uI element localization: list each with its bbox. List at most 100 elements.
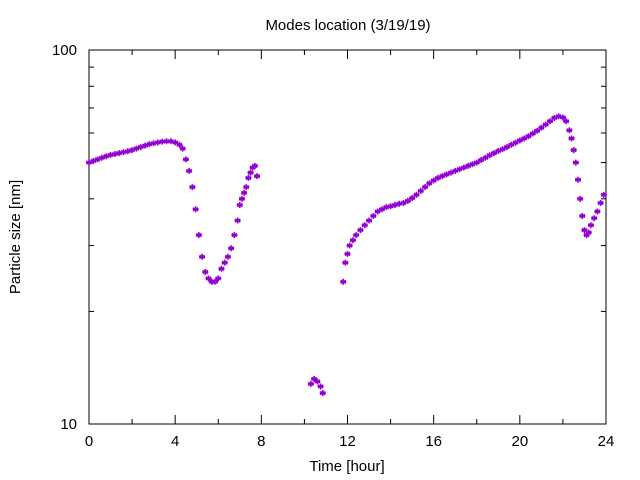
x-tick-label: 8 xyxy=(257,433,265,450)
data-point xyxy=(317,383,324,390)
data-point xyxy=(566,127,573,134)
data-point xyxy=(404,197,411,204)
data-point xyxy=(311,375,318,382)
data-point xyxy=(124,148,131,155)
data-point xyxy=(236,202,243,209)
data-point xyxy=(107,151,114,158)
data-point xyxy=(120,149,127,156)
plot-frame xyxy=(88,49,607,425)
tick-labels: 0 4 8 12 16 20 24 10 100 xyxy=(52,42,614,450)
data-point xyxy=(167,138,174,145)
data-point xyxy=(587,222,594,229)
data-point xyxy=(172,139,179,146)
data-point xyxy=(307,380,314,387)
data-point xyxy=(314,378,321,385)
data-point xyxy=(538,124,545,131)
data-point xyxy=(486,152,493,159)
data-point xyxy=(159,138,166,145)
data-point xyxy=(521,135,528,142)
data-point xyxy=(137,144,144,151)
data-point xyxy=(234,217,241,224)
data-point xyxy=(443,171,450,178)
data-point xyxy=(559,114,566,121)
data-point xyxy=(430,177,437,184)
data-point xyxy=(98,154,105,161)
data-point xyxy=(370,212,377,219)
data-point xyxy=(224,253,231,260)
data-point xyxy=(579,212,586,219)
data-point xyxy=(503,144,510,151)
data-point xyxy=(353,232,360,239)
data-point xyxy=(574,176,581,183)
tick-marks xyxy=(88,49,607,425)
data-point xyxy=(591,215,598,222)
data-point xyxy=(460,164,467,171)
data-point xyxy=(490,150,497,157)
data-point xyxy=(199,253,206,260)
data-point xyxy=(195,232,202,239)
x-tick-label: 24 xyxy=(598,433,615,450)
data-point xyxy=(469,161,476,168)
data-point xyxy=(251,162,258,169)
data-point xyxy=(551,114,558,121)
data-point xyxy=(583,232,590,239)
data-point xyxy=(116,150,123,157)
data-point xyxy=(600,191,607,198)
data-point xyxy=(245,174,252,181)
data-point xyxy=(495,147,502,154)
y-tick-label: 100 xyxy=(52,42,77,59)
x-tick-label: 0 xyxy=(85,433,93,450)
data-point xyxy=(346,242,353,249)
data-point xyxy=(572,159,579,166)
data-point xyxy=(378,206,385,213)
data-point xyxy=(146,141,153,148)
data-point xyxy=(577,195,584,202)
data-point xyxy=(111,151,118,158)
data-point xyxy=(391,202,398,209)
data-point xyxy=(581,227,588,234)
data-point xyxy=(516,137,523,144)
data-point xyxy=(247,169,254,176)
data-point xyxy=(103,153,110,160)
data-point xyxy=(413,191,420,198)
data-point xyxy=(387,203,394,210)
data-point xyxy=(409,195,416,202)
data-point xyxy=(465,162,472,169)
data-point xyxy=(86,159,92,166)
data-point xyxy=(90,157,97,164)
data-point xyxy=(456,166,463,173)
data-point xyxy=(340,278,347,285)
data-point xyxy=(512,139,519,146)
data-point xyxy=(570,147,577,154)
data-point xyxy=(452,167,459,174)
data-point xyxy=(189,184,196,191)
data-point xyxy=(182,156,189,163)
data-point xyxy=(179,145,186,152)
data-point xyxy=(400,199,407,206)
data-point xyxy=(594,208,601,215)
data-point xyxy=(186,167,193,174)
data-point xyxy=(568,135,575,142)
data-point xyxy=(133,145,140,152)
data-point xyxy=(366,217,373,224)
data-point xyxy=(94,156,101,163)
data-point xyxy=(192,206,199,213)
data-point xyxy=(202,268,209,275)
data-point xyxy=(243,184,250,191)
data-point xyxy=(542,121,549,128)
data-point xyxy=(357,227,364,234)
data-point xyxy=(546,118,553,125)
data-point xyxy=(231,232,238,239)
data-point xyxy=(434,174,441,181)
data-point xyxy=(361,222,368,229)
x-axis-label: Time [hour] xyxy=(309,458,384,475)
data-point xyxy=(417,187,424,194)
data-point xyxy=(154,139,161,146)
data-point xyxy=(499,146,506,153)
data-point xyxy=(142,142,149,149)
data-point xyxy=(478,157,485,164)
data-point xyxy=(129,147,136,154)
data-point xyxy=(422,184,429,191)
data-point xyxy=(228,245,235,252)
